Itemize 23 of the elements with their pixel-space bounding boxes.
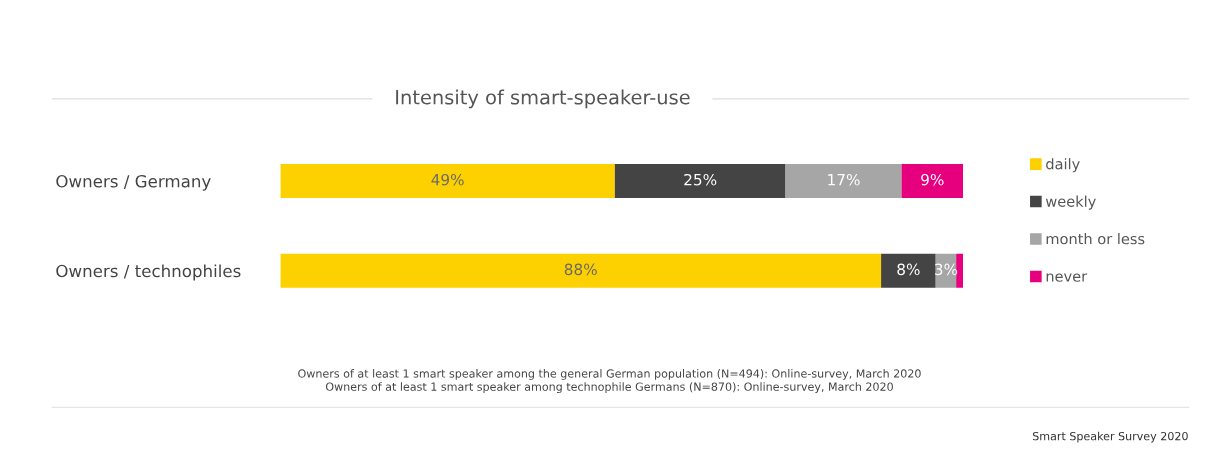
- chart-title: Intensity of smart-speaker-use: [396, 89, 690, 109]
- bar: [280, 253, 882, 288]
- bar: [280, 163, 615, 199]
- legend-label: never: [1046, 273, 1088, 282]
- y-tick-label: Owners / Germany: [56, 174, 211, 191]
- legend-label: month or less: [1046, 233, 1145, 245]
- data-label: 88%: [564, 263, 597, 276]
- data-label: 17%: [828, 173, 860, 186]
- text: Owners of at least 1 smart speaker among technophile Germans (N=870): Online-survey, March 2020: [325, 382, 893, 394]
- legend-label: daily: [1046, 158, 1080, 173]
- text: Smart Speaker Survey 2020: [1032, 431, 1188, 443]
- bar: [881, 253, 936, 288]
- bar: [785, 163, 902, 199]
- bar: [956, 253, 964, 288]
- data-label: 8%: [897, 263, 920, 276]
- y-tick-label: Owners / technophiles: [56, 264, 241, 281]
- data-label: 49%: [431, 173, 464, 186]
- bar: [614, 163, 786, 199]
- bar: [901, 163, 964, 199]
- data-label: 25%: [684, 173, 717, 186]
- data-label: 9%: [921, 173, 944, 186]
- legend-label: weekly: [1045, 195, 1096, 210]
- text: Owners of at least 1 smart speaker among the general German population (N=494): Online-survey, March 2020: [298, 369, 921, 380]
